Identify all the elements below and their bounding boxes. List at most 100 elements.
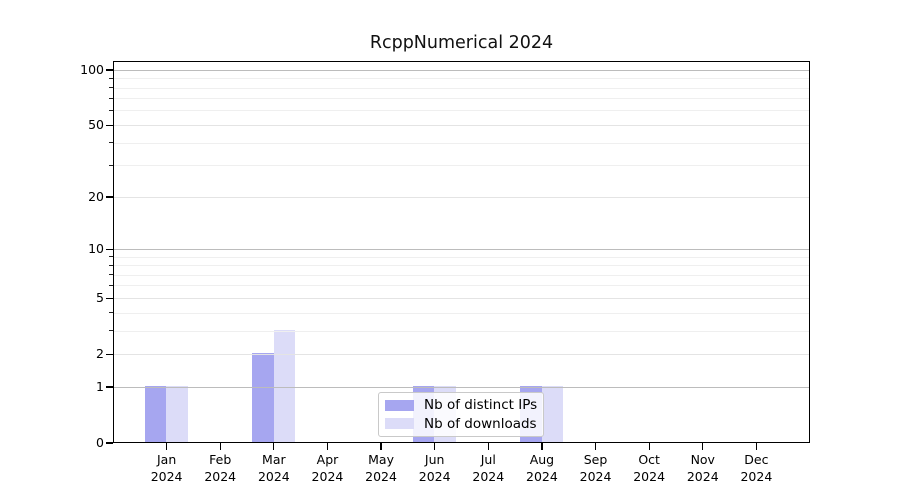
y-axis-minor-tick (109, 164, 113, 166)
legend-item-downloads: Nb of downloads (385, 415, 537, 432)
gridline (114, 196, 809, 198)
gridline (114, 110, 809, 112)
bar-downloads-mar (273, 329, 296, 442)
y-axis-minor-tick (109, 87, 113, 89)
x-axis-tick-label: May 2024 (354, 452, 408, 485)
x-label-month: Oct (638, 452, 660, 467)
gridline (114, 265, 809, 267)
legend-swatch-distinct-ips-icon (385, 399, 414, 411)
x-axis-tick-label: Nov 2024 (676, 452, 730, 485)
x-label-year: 2024 (365, 468, 397, 484)
chart-title: RcppNumerical 2024 (369, 33, 554, 53)
gridline (114, 274, 809, 276)
y-axis-tick (106, 353, 113, 355)
x-axis-tick (541, 443, 543, 450)
y-axis-tick (106, 248, 113, 250)
x-label-year: 2024 (311, 468, 344, 484)
x-axis-tick-label: Jan 2024 (140, 452, 194, 485)
x-axis-tick-label: Mar 2024 (247, 452, 301, 485)
x-label-year: 2024 (472, 468, 505, 484)
x-label-month: Sep (583, 452, 608, 467)
x-axis-tick (434, 443, 436, 450)
x-axis-tick-label: Oct 2024 (622, 452, 676, 485)
x-axis-tick (594, 443, 597, 450)
x-label-year: 2024 (257, 468, 290, 484)
x-axis-tick (165, 443, 168, 450)
gridline (114, 256, 809, 258)
y-axis-tick-label: 1 (96, 378, 104, 394)
y-axis-minor-tick (109, 142, 113, 144)
x-axis-tick (755, 443, 758, 450)
y-axis-tick (106, 196, 113, 198)
gridline (114, 124, 809, 126)
y-axis-tick (106, 69, 113, 71)
y-axis-tick (106, 297, 113, 299)
gridline (114, 248, 809, 250)
gridline (114, 330, 809, 332)
x-label-year: 2024 (579, 468, 612, 484)
x-label-year: 2024 (526, 468, 558, 484)
x-label-month: May (368, 452, 394, 467)
x-label-year: 2024 (204, 468, 237, 484)
gridline (114, 98, 809, 100)
gridline (114, 69, 809, 71)
x-axis-tick-label: Apr 2024 (300, 452, 354, 485)
y-axis-minor-tick (109, 97, 113, 99)
gridline (114, 386, 809, 388)
y-axis-tick-label: 20 (88, 188, 104, 204)
y-axis-minor-tick (109, 264, 113, 266)
y-axis-tick (106, 442, 113, 444)
gridline (114, 165, 809, 167)
x-label-month: Nov (690, 452, 715, 467)
y-axis-tick-label: 10 (88, 241, 104, 257)
x-axis-tick (273, 443, 275, 450)
x-label-year: 2024 (150, 468, 183, 484)
x-label-month: Jan (156, 452, 177, 467)
x-axis-tick-label: Sep 2024 (569, 452, 623, 485)
plot-area (113, 61, 810, 443)
y-axis-minor-tick (109, 312, 113, 314)
legend-swatch-downloads-icon (385, 418, 414, 430)
x-axis-tick (380, 443, 382, 450)
legend-label-distinct-ips: Nb of distinct IPs (424, 397, 538, 414)
x-label-year: 2024 (418, 468, 451, 484)
x-axis-tick (702, 443, 704, 450)
gridline (114, 312, 809, 314)
legend-item-distinct-ips: Nb of distinct IPs (385, 397, 537, 414)
y-axis-minor-tick (109, 110, 113, 112)
bar-downloads-jan (166, 385, 188, 442)
y-axis-minor-tick (109, 274, 113, 276)
x-axis-tick-label: Feb 2024 (193, 452, 247, 485)
y-axis-tick (106, 386, 113, 388)
y-axis-tick (106, 124, 113, 126)
x-axis-tick-label: Jul 2024 (461, 452, 515, 485)
x-label-month: Apr (316, 452, 339, 467)
gridline (114, 353, 809, 355)
bar-downloads-aug (541, 385, 564, 442)
gridline (114, 142, 809, 144)
bar-distinct-ips-jan (144, 385, 167, 442)
y-axis-minor-tick (109, 330, 113, 332)
y-axis-tick-label: 100 (80, 61, 104, 77)
x-label-month: Jul (480, 452, 496, 467)
x-axis-tick-label: Aug 2024 (515, 452, 569, 485)
bar-distinct-ips-mar (252, 353, 274, 442)
x-axis-tick-label: Jun 2024 (408, 452, 462, 485)
x-label-month: Jun (424, 452, 445, 467)
gridline (114, 297, 809, 299)
y-axis-minor-tick (109, 77, 113, 79)
x-label-year: 2024 (633, 468, 666, 484)
y-axis-tick-label: 50 (88, 117, 104, 133)
y-axis-tick-label: 5 (96, 290, 104, 306)
x-axis-tick (648, 443, 650, 450)
x-label-month: Mar (262, 452, 286, 467)
x-label-year: 2024 (740, 468, 773, 484)
gridline (114, 78, 809, 80)
x-axis-tick (487, 443, 489, 450)
x-axis-tick (219, 443, 221, 450)
gridline (114, 87, 809, 89)
gridline (114, 285, 809, 287)
y-axis-tick-label: 0 (96, 435, 104, 450)
y-axis-tick-label: 2 (96, 346, 104, 362)
